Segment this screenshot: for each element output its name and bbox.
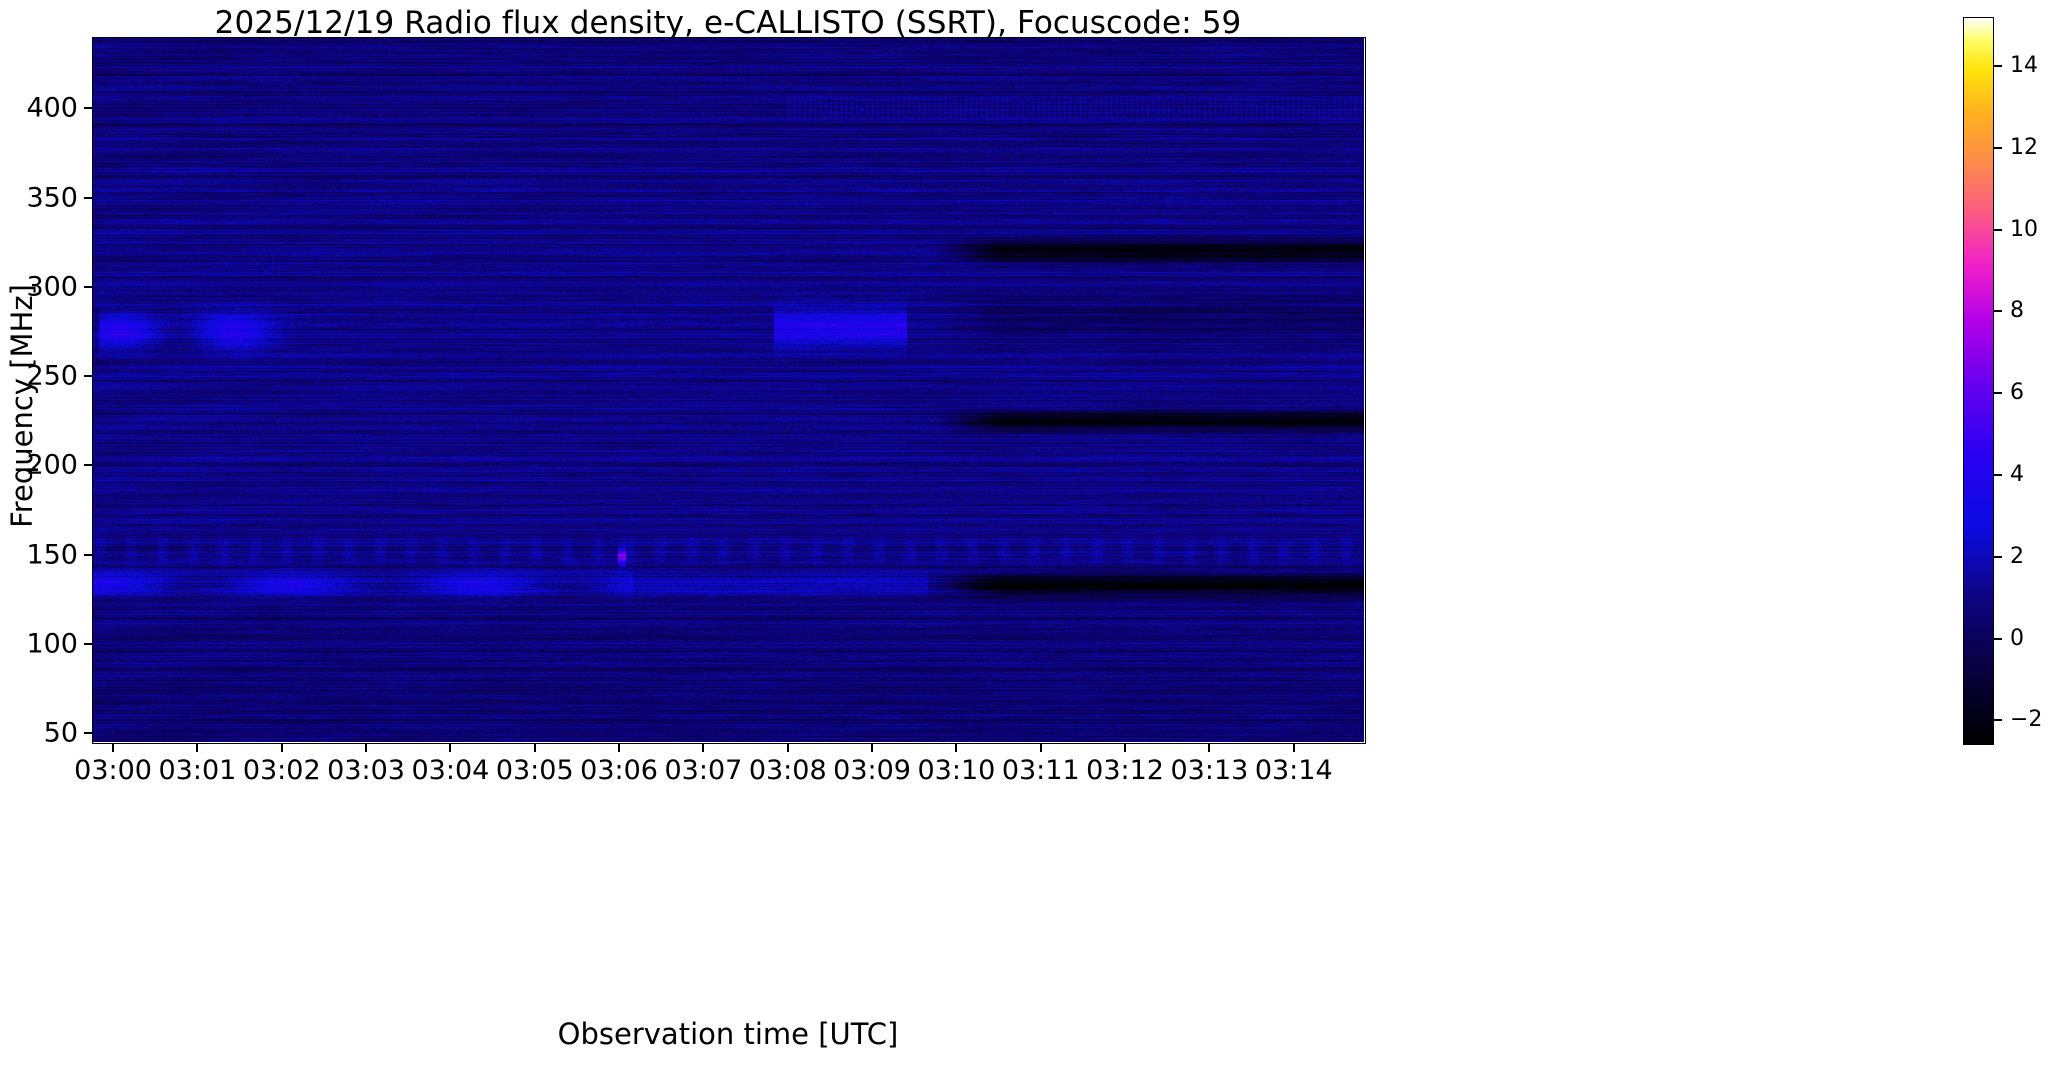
x-tick-mark bbox=[702, 743, 705, 752]
x-axis-title: Observation time [UTC] bbox=[557, 1017, 899, 1051]
spectrogram-image bbox=[92, 37, 1364, 742]
x-tick-mark bbox=[533, 743, 536, 752]
colorbar-tick-mark bbox=[1994, 637, 2002, 640]
colorbar-tick-mark bbox=[1994, 719, 2002, 722]
y-tick-mark bbox=[84, 553, 92, 556]
colorbar-ticks: 14 12 10 8 6 4 2 0 −2 bbox=[1994, 0, 2066, 1067]
y-tick-mark bbox=[84, 285, 92, 288]
x-tick-label: 03:03 bbox=[327, 755, 405, 786]
x-tick-mark bbox=[871, 743, 874, 752]
y-tick-mark bbox=[84, 642, 92, 645]
colorbar-tick-mark bbox=[1994, 228, 2002, 231]
y-tick-mark bbox=[84, 464, 92, 467]
x-tick-mark bbox=[196, 743, 199, 752]
colorbar-tick-label: 8 bbox=[2010, 298, 2024, 324]
x-axis: 03:00 03:01 03:02 03:03 03:04 03:05 03:06 03:07… bbox=[0, 743, 2066, 803]
x-tick-mark bbox=[955, 743, 958, 752]
y-tick-label: 300 bbox=[26, 271, 78, 303]
colorbar-tick-label: 10 bbox=[2010, 216, 2038, 242]
x-tick-mark bbox=[365, 743, 368, 752]
y-tick-label: 100 bbox=[26, 628, 78, 660]
colorbar-tick-mark bbox=[1994, 474, 2002, 477]
x-tick-label: 03:11 bbox=[1001, 755, 1080, 786]
x-tick-label: 03:05 bbox=[495, 755, 574, 786]
y-tick-label: 400 bbox=[26, 92, 78, 124]
x-tick-mark bbox=[1208, 743, 1211, 752]
spectrogram-canvas bbox=[92, 37, 1364, 742]
y-tick-mark bbox=[84, 375, 92, 378]
x-tick-mark bbox=[618, 743, 621, 752]
colorbar-tick-mark bbox=[1994, 555, 2002, 558]
colorbar-gradient bbox=[1963, 17, 1994, 745]
colorbar-tick-mark bbox=[1994, 146, 2002, 149]
x-tick-label: 03:08 bbox=[748, 755, 827, 786]
y-tick-label: 150 bbox=[26, 539, 78, 571]
colorbar-tick-label: 0 bbox=[2010, 625, 2024, 651]
colorbar-tick-mark bbox=[1994, 392, 2002, 395]
x-tick-label: 03:09 bbox=[833, 755, 911, 786]
x-tick-mark bbox=[1039, 743, 1042, 752]
x-tick-label: 03:02 bbox=[242, 755, 321, 786]
x-tick-mark bbox=[1292, 743, 1295, 752]
x-tick-mark bbox=[280, 743, 283, 752]
x-tick-label: 03:10 bbox=[917, 755, 996, 786]
y-tick-label: 350 bbox=[26, 182, 78, 214]
x-tick-mark bbox=[1124, 743, 1127, 752]
y-tick-mark bbox=[84, 107, 92, 110]
x-tick-label: 03:07 bbox=[664, 755, 743, 786]
x-tick-mark bbox=[449, 743, 452, 752]
x-tick-label: 03:06 bbox=[580, 755, 658, 786]
y-tick-label: 250 bbox=[26, 360, 78, 392]
colorbar-tick-mark bbox=[1994, 310, 2002, 313]
page-title: 2025/12/19 Radio flux density, e-CALLIST… bbox=[214, 5, 1242, 41]
colorbar-tick-label: 14 bbox=[2010, 53, 2038, 79]
x-tick-label: 03:13 bbox=[1170, 755, 1249, 786]
x-tick-mark bbox=[112, 743, 115, 752]
x-tick-label: 03:12 bbox=[1086, 755, 1164, 786]
x-tick-mark bbox=[786, 743, 789, 752]
y-tick-label: 200 bbox=[26, 449, 78, 481]
x-tick-label: 03:00 bbox=[74, 755, 152, 786]
colorbar-tick-mark bbox=[1994, 65, 2002, 68]
x-tick-label: 03:14 bbox=[1254, 755, 1333, 786]
y-tick-mark bbox=[84, 196, 92, 199]
y-axis: Frequency [MHz] 400 350 300 250 200 150 100 50 bbox=[0, 0, 92, 1067]
colorbar-tick-label: 2 bbox=[2010, 543, 2024, 569]
x-tick-label: 03:04 bbox=[411, 755, 490, 786]
x-tick-label: 03:01 bbox=[158, 755, 237, 786]
y-tick-label: 50 bbox=[43, 717, 78, 749]
colorbar-tick-label: 12 bbox=[2010, 134, 2038, 160]
colorbar-tick-label: −2 bbox=[2010, 707, 2043, 733]
colorbar-tick-label: 4 bbox=[2010, 462, 2024, 488]
y-tick-mark bbox=[84, 732, 92, 735]
colorbar-tick-label: 6 bbox=[2010, 380, 2024, 406]
